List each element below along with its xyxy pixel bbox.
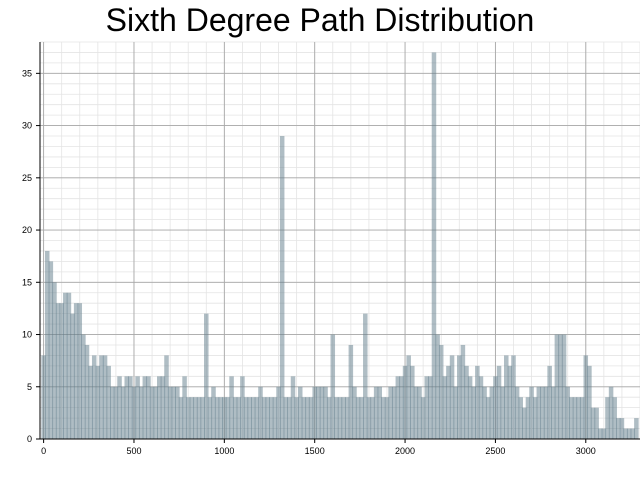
x-tick-label: 3000 <box>576 446 596 456</box>
x-tick-label: 0 <box>41 446 46 456</box>
y-tick-label: 10 <box>22 330 32 340</box>
y-tick-label: 20 <box>22 225 32 235</box>
histogram-bar <box>634 418 639 439</box>
y-tick-label: 25 <box>22 173 32 183</box>
x-tick-label: 2500 <box>485 446 505 456</box>
histogram-bar <box>280 136 285 439</box>
x-tick-label: 500 <box>126 446 141 456</box>
y-tick-label: 15 <box>22 277 32 287</box>
y-axis-ticks: 0 5 10 15 20 25 30 35 <box>22 68 40 444</box>
bars <box>41 52 638 439</box>
x-tick-label: 1000 <box>214 446 234 456</box>
y-tick-label: 5 <box>27 382 32 392</box>
y-tick-label: 35 <box>22 68 32 78</box>
y-tick-label: 30 <box>22 121 32 131</box>
x-tick-label: 1500 <box>305 446 325 456</box>
x-tick-label: 2000 <box>395 446 415 456</box>
y-tick-label: 0 <box>27 434 32 444</box>
x-axis-ticks: 0 500 1000 1500 2000 2500 3000 <box>41 439 596 456</box>
